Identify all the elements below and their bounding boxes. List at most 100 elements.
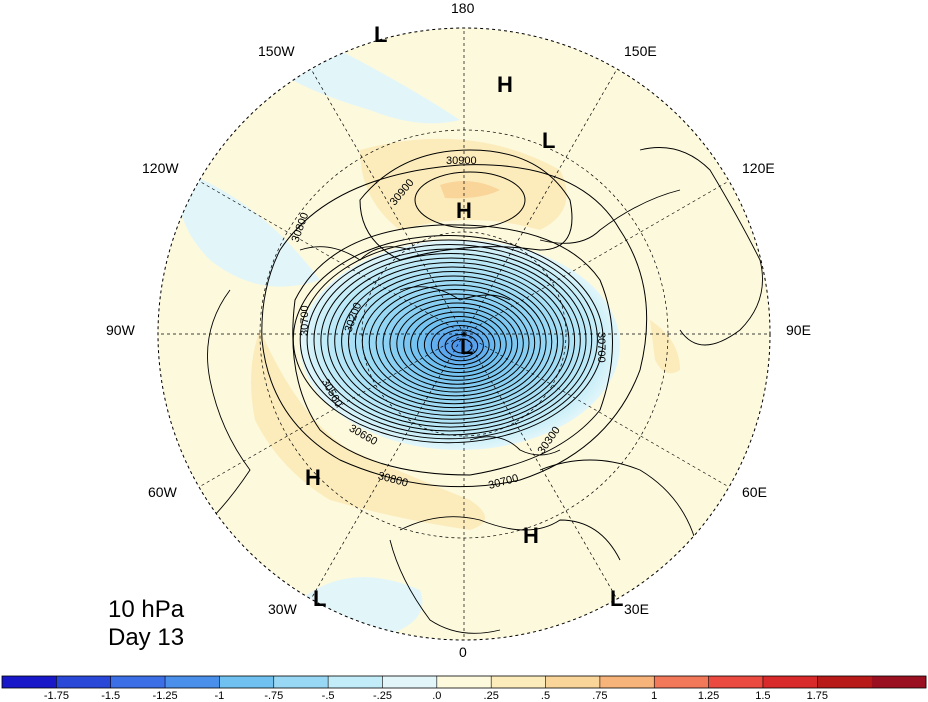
colorbar: -1.75 -1.5 -1.25 -1 -.75 -.5 -.25 .0 .25 .5 .75 1 1.… — [1, 675, 927, 702]
colorbar-tick-label: -1.25 — [153, 690, 178, 702]
pressure-system-marker: H — [497, 72, 513, 97]
polar-low-contour — [327, 257, 576, 424]
colorbar-swatch — [328, 676, 383, 688]
colorbar-swatch — [708, 676, 764, 688]
contour-label: 30700 — [299, 305, 311, 336]
pressure-system-marker: L — [542, 128, 555, 153]
colorbar-tick-label: .25 — [484, 690, 499, 702]
longitude-label: 60W — [148, 484, 178, 500]
polar-low-contour — [451, 338, 473, 354]
longitude-label: 90E — [786, 322, 811, 338]
polar-low-contour — [313, 248, 587, 432]
polar-low-contour — [299, 239, 598, 440]
colorbar-tick-label: -1.5 — [101, 690, 120, 702]
coastline-africa-west — [389, 539, 501, 634]
colorbar-swatch — [165, 676, 220, 688]
colorbar-tick-label: 1 — [651, 690, 657, 702]
colorbar-tick-label: .75 — [592, 690, 607, 702]
polar-low-contour — [354, 275, 553, 409]
polar-low-contour — [417, 316, 501, 373]
longitude-label: 150W — [258, 43, 295, 59]
colorbar-swatch — [491, 676, 546, 688]
polar-low-contour — [437, 329, 484, 362]
colorbar-swatch — [817, 676, 872, 688]
polar-low-contours — [292, 235, 604, 444]
pressure-system-marker: L — [460, 334, 473, 359]
longitude-label: 90W — [106, 322, 136, 338]
polar-low-contour — [423, 320, 496, 370]
colorbar-tick-label: -1.75 — [44, 690, 69, 702]
coastline-america-east — [207, 289, 251, 521]
colorbar-tick-label: 1.75 — [807, 690, 828, 702]
longitude-label: 120E — [742, 160, 775, 176]
longitude-label: 120W — [142, 160, 179, 176]
colorbar-swatch — [436, 676, 492, 688]
colorbar-tick-label: 1.25 — [698, 690, 719, 702]
positive-anomaly-east — [650, 320, 680, 374]
meridian-line — [198, 333, 465, 488]
pressure-system-marker: H — [456, 198, 472, 223]
polar-low-contour — [389, 298, 524, 389]
meridian-line — [198, 180, 465, 335]
coastline-greenland — [399, 286, 511, 301]
colorbar-tick-label: -.25 — [373, 690, 392, 702]
contour-30900-inner — [414, 171, 526, 229]
colorbar-swatch — [110, 676, 166, 688]
pressure-system-marker: L — [313, 586, 326, 611]
meridian-line — [310, 68, 465, 335]
colorbar-swatch — [762, 676, 818, 688]
polar-low-contour — [368, 284, 541, 401]
polar-low-contour — [444, 334, 479, 358]
contour-30700 — [292, 224, 613, 476]
pressure-system-marker: H — [523, 523, 539, 548]
colorbar-tick-label: -1 — [215, 690, 225, 702]
colorbar-tick-label: .0 — [432, 690, 441, 702]
polar-low-contour — [341, 266, 564, 416]
colorbar-frame — [1, 675, 927, 689]
polar-low-contour — [382, 293, 530, 393]
pressure-system-marker: H — [305, 465, 321, 490]
colorbar-swatch — [654, 676, 709, 688]
colorbar-tick-label: 1.5 — [755, 690, 770, 702]
longitude-label: 30W — [268, 601, 298, 617]
contour-label: 30900 — [446, 155, 477, 167]
colorbar-tick-label: .5 — [541, 690, 550, 702]
meridian-line — [463, 333, 730, 488]
height-contours — [261, 149, 648, 488]
colorbar-swatch — [871, 676, 927, 688]
colorbar-tick-label: -.5 — [322, 690, 335, 702]
coastline-europe — [469, 436, 561, 456]
positive-anomaly-core — [440, 181, 500, 199]
colorbar-swatch — [545, 676, 601, 688]
colorbar-swatch — [382, 676, 438, 688]
longitude-label: 150E — [624, 43, 657, 59]
pressure-system-marker: L — [374, 22, 387, 47]
polar-low-contour — [396, 302, 519, 385]
forecast-day-label: Day 13 — [108, 624, 185, 651]
polar-low-contour — [361, 280, 547, 405]
colorbar-swatch — [599, 676, 655, 688]
longitude-label: 30E — [624, 601, 649, 617]
polar-low-contour — [375, 289, 536, 397]
coastline-africa-north — [399, 516, 621, 561]
colorbar-swatch — [56, 676, 111, 688]
polar-low-contour — [410, 311, 507, 377]
positive-anomaly-south — [251, 330, 485, 530]
polar-low-contour — [403, 307, 513, 381]
longitude-label: 180 — [451, 0, 475, 16]
colorbar-swatch — [2, 676, 57, 688]
colorbar-swatch — [273, 676, 329, 688]
polar-low-contour — [306, 244, 593, 436]
coastline-asia-east — [639, 147, 763, 346]
longitude-label: 60E — [742, 484, 767, 500]
contour-30800 — [261, 164, 648, 488]
colorbar-tick-label: -.75 — [264, 690, 283, 702]
polar-low-contour — [348, 271, 558, 412]
polar-low-contour — [320, 252, 581, 428]
negative-anomaly-west — [178, 170, 320, 287]
colorbar-swatch — [219, 676, 275, 688]
contour-30900-outer — [359, 149, 573, 261]
longitude-label: 0 — [459, 644, 467, 660]
